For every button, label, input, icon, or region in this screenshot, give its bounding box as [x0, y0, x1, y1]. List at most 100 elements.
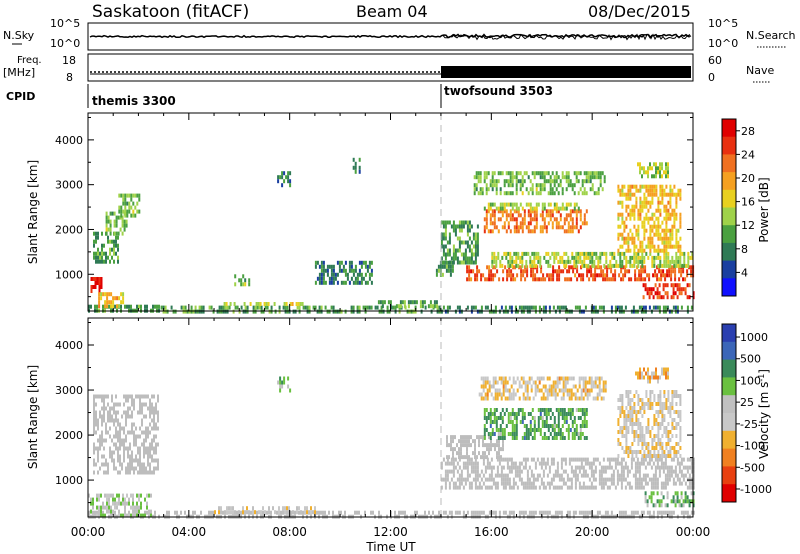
- power-cell: [529, 229, 532, 234]
- velocity-cell: [661, 402, 664, 406]
- velocity-cell: [114, 497, 116, 502]
- power-cell: [421, 304, 424, 309]
- velocity-cell: [506, 457, 509, 462]
- velocity-cell: [524, 457, 527, 462]
- power-cell: [413, 300, 416, 305]
- velocity-cell: [141, 466, 143, 471]
- power-cell: [638, 269, 641, 274]
- power-cell: [657, 263, 660, 268]
- power-cell: [672, 291, 675, 296]
- velocity-cell: [480, 455, 482, 460]
- velocity-cell: [660, 457, 663, 462]
- velocity-cell: [510, 384, 513, 389]
- power-cell: [468, 228, 471, 233]
- velocity-cell: [633, 450, 636, 454]
- power-cell: [684, 277, 687, 282]
- velocity-cell: [590, 469, 593, 474]
- power-cell: [553, 259, 556, 264]
- power-colorbar-tick-label: 4: [741, 266, 748, 279]
- velocity-cell: [661, 450, 664, 454]
- velocity-cell: [520, 481, 523, 486]
- velocity-cell: [679, 402, 682, 406]
- velocity-cell: [107, 414, 109, 419]
- power-cell: [296, 305, 299, 310]
- power-cell: [516, 309, 519, 314]
- velocity-cell: [543, 432, 546, 436]
- velocity-cell: [638, 477, 641, 482]
- power-cell: [115, 215, 118, 220]
- power-cell: [629, 216, 632, 221]
- power-cell: [124, 209, 127, 214]
- velocity-cell: [541, 424, 544, 428]
- power-cell: [330, 280, 333, 285]
- power-cell: [604, 273, 607, 278]
- velocity-cell: [686, 465, 689, 470]
- power-cell: [172, 309, 175, 314]
- power-cell: [664, 273, 667, 278]
- power-cell: [667, 208, 670, 213]
- velocity-cell: [470, 457, 473, 462]
- velocity-cell: [131, 454, 133, 459]
- velocity-cell: [149, 470, 151, 475]
- power-cell: [122, 292, 125, 297]
- power-cell: [575, 179, 578, 184]
- velocity-cell: [532, 477, 535, 482]
- velocity-cell: [590, 465, 593, 470]
- velocity-cell: [125, 410, 127, 415]
- velocity-cell: [583, 416, 586, 420]
- power-cell: [641, 184, 644, 189]
- velocity-cell: [602, 465, 605, 470]
- velocity-cell: [563, 408, 566, 412]
- power-cell: [669, 200, 672, 205]
- power-cell: [656, 287, 659, 292]
- velocity-cell: [442, 510, 445, 515]
- power-cell: [653, 224, 656, 229]
- power-cell: [571, 225, 574, 230]
- velocity-cell: [234, 510, 236, 515]
- power-cell: [540, 269, 543, 274]
- velocity-cell: [646, 499, 649, 504]
- velocity-cell: [572, 376, 575, 381]
- velocity-cell: [522, 485, 525, 490]
- velocity-cell: [250, 510, 252, 515]
- power-cell: [683, 259, 686, 264]
- velocity-cell: [470, 481, 473, 486]
- power-cell: [639, 248, 642, 253]
- power-cell: [93, 255, 95, 260]
- power-cell: [435, 304, 438, 309]
- velocity-cell: [279, 388, 282, 393]
- velocity-cell: [635, 450, 638, 454]
- power-cell: [541, 225, 544, 230]
- power-cell: [448, 232, 451, 237]
- power-cell: [633, 259, 636, 264]
- power-cell: [491, 209, 494, 214]
- power-cell: [350, 309, 353, 314]
- power-cell: [476, 273, 479, 278]
- power-cell: [249, 302, 252, 306]
- velocity-cell: [289, 388, 292, 393]
- velocity-cell: [641, 430, 644, 434]
- power-cell: [487, 206, 490, 211]
- velocity-cell: [592, 485, 595, 490]
- velocity-cell: [546, 510, 549, 515]
- velocity-cell: [684, 491, 687, 496]
- power-cell: [546, 273, 549, 278]
- power-cell: [651, 236, 654, 241]
- velocity-cell: [563, 420, 566, 424]
- velocity-cell: [574, 510, 577, 515]
- power-cell: [623, 236, 626, 241]
- velocity-cell: [584, 469, 587, 474]
- power-cell: [567, 225, 570, 230]
- power-cell: [489, 217, 492, 222]
- power-cell: [124, 197, 127, 202]
- power-cell: [623, 192, 626, 197]
- velocity-cell: [684, 495, 687, 500]
- velocity-cell: [626, 473, 629, 478]
- power-cell: [556, 269, 559, 274]
- power-cell: [98, 296, 101, 301]
- power-cell: [401, 300, 404, 305]
- velocity-cell: [488, 510, 491, 515]
- power-cell: [464, 220, 467, 225]
- velocity-cell: [150, 509, 152, 514]
